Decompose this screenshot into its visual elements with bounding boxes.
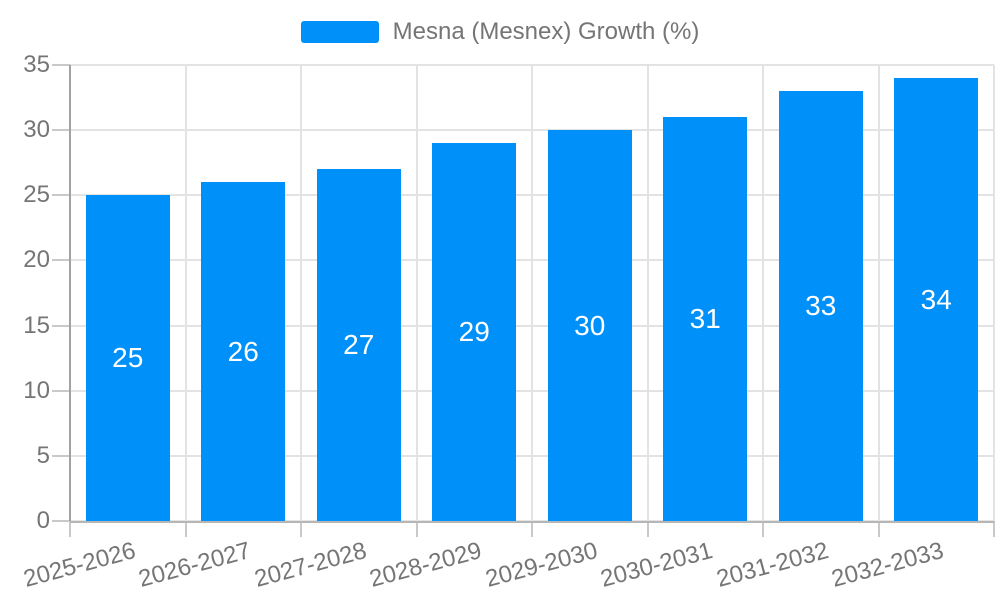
bar-value-label: 30 bbox=[574, 309, 606, 341]
y-axis-line bbox=[69, 65, 71, 521]
bar-value-label: 31 bbox=[689, 303, 721, 335]
y-axis-tick-label: 30 bbox=[23, 116, 50, 144]
x-axis-tick bbox=[184, 521, 187, 537]
x-axis-tick-label: 2032-2033 bbox=[829, 537, 947, 593]
y-axis-tick bbox=[52, 129, 70, 132]
x-axis-tick-label: 2025-2026 bbox=[20, 537, 139, 593]
bar-2030-2031[interactable]: 31 bbox=[663, 117, 748, 521]
y-axis-tick-label: 10 bbox=[23, 376, 50, 404]
x-gridline bbox=[877, 65, 880, 521]
x-axis-tick bbox=[415, 521, 418, 537]
x-axis-tick-label: 2026-2027 bbox=[136, 537, 254, 593]
y-axis-tick bbox=[52, 389, 70, 392]
x-gridline bbox=[993, 65, 995, 521]
bar-value-label: 34 bbox=[920, 283, 952, 315]
bar-2026-2027[interactable]: 26 bbox=[201, 182, 286, 521]
x-gridline bbox=[531, 65, 533, 521]
x-gridline bbox=[646, 65, 649, 521]
x-axis-tick bbox=[300, 521, 302, 537]
x-axis-tick bbox=[69, 521, 71, 537]
x-gridline bbox=[415, 65, 418, 521]
x-axis-tick-label: 2030-2031 bbox=[598, 537, 716, 593]
x-axis-tick bbox=[531, 521, 533, 537]
bar-2028-2029[interactable]: 29 bbox=[432, 143, 517, 521]
x-gridline bbox=[184, 65, 187, 521]
y-axis-tick-label: 0 bbox=[36, 507, 50, 534]
bar-value-label: 27 bbox=[343, 329, 375, 361]
bar-value-label: 26 bbox=[227, 335, 259, 367]
bar-value-label: 25 bbox=[112, 342, 144, 374]
bar-2027-2028[interactable]: 27 bbox=[316, 169, 401, 521]
y-axis-tick bbox=[52, 324, 70, 327]
bar-value-label: 29 bbox=[458, 316, 490, 348]
x-axis-tick-label: 2027-2028 bbox=[251, 537, 370, 593]
x-gridline bbox=[762, 65, 764, 521]
x-axis-tick bbox=[993, 521, 995, 537]
x-axis-tick bbox=[877, 521, 880, 537]
bar-2025-2026[interactable]: 25 bbox=[85, 195, 170, 521]
y-axis-tick-label: 20 bbox=[23, 246, 50, 274]
legend-marker-icon[interactable] bbox=[300, 21, 379, 43]
y-axis-tick bbox=[52, 454, 70, 457]
y-axis-tick bbox=[52, 520, 70, 522]
legend-label: Mesna (Mesnex) Growth (%) bbox=[392, 18, 700, 45]
legend[interactable]: Mesna (Mesnex) Growth (%) bbox=[0, 17, 1000, 47]
y-axis-tick-label: 25 bbox=[23, 181, 50, 209]
y-axis-tick-label: 15 bbox=[23, 311, 50, 339]
y-axis-tick-label: 5 bbox=[36, 441, 50, 469]
bar-2032-2033[interactable]: 34 bbox=[894, 78, 979, 521]
x-axis-tick bbox=[762, 521, 764, 537]
x-axis-tick-label: 2029-2030 bbox=[482, 537, 601, 593]
bar-2031-2032[interactable]: 33 bbox=[778, 91, 863, 521]
x-gridline bbox=[300, 65, 302, 521]
y-axis-tick-label: 35 bbox=[23, 51, 50, 78]
bar-2029-2030[interactable]: 30 bbox=[547, 130, 632, 521]
x-axis-line bbox=[70, 521, 994, 523]
x-axis-tick-label: 2028-2029 bbox=[367, 537, 485, 593]
x-axis-tick-label: 2031-2032 bbox=[713, 537, 832, 593]
y-axis-tick bbox=[52, 64, 70, 66]
y-axis-tick bbox=[52, 194, 70, 197]
bar-value-label: 33 bbox=[805, 290, 837, 322]
y-axis-tick bbox=[52, 259, 70, 262]
x-axis-tick bbox=[646, 521, 649, 537]
